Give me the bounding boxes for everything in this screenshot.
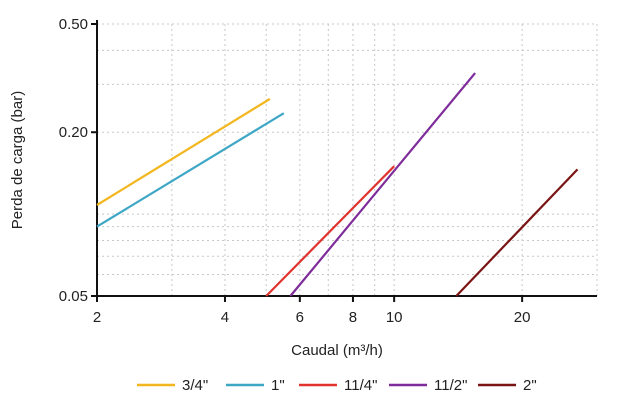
series-line xyxy=(96,98,271,206)
series-line xyxy=(455,168,579,297)
y-tick-label: 0.50 xyxy=(59,16,88,33)
legend-label: 3/4" xyxy=(182,377,208,394)
x-tick-label: 10 xyxy=(386,309,403,326)
series-line xyxy=(289,72,476,297)
series-line xyxy=(265,165,395,297)
y-tick-label: 0.05 xyxy=(59,288,88,305)
y-axis-title: Perda de carga (bar) xyxy=(9,91,26,229)
x-tick-label: 20 xyxy=(514,309,531,326)
x-tick-label: 2 xyxy=(93,309,101,326)
series-lines xyxy=(96,72,579,297)
legend-label: 11/4" xyxy=(344,377,377,394)
tick-labels: 2 4 6 8 10 20 0.05 0.20 0.50 xyxy=(59,16,531,326)
legend-label: 2" xyxy=(523,377,537,394)
x-axis-title: Caudal (m³/h) xyxy=(291,342,383,359)
axes xyxy=(91,20,597,302)
x-tick-label: 4 xyxy=(221,309,229,326)
legend: 3/4" 1" 11/4" 11/2" 2" xyxy=(137,377,537,394)
legend-label: 1" xyxy=(271,377,285,394)
y-tick-label: 0.20 xyxy=(59,124,88,141)
x-tick-label: 8 xyxy=(349,309,357,326)
series-line xyxy=(96,112,285,228)
legend-label: 11/2" xyxy=(434,377,467,394)
x-tick-label: 6 xyxy=(296,309,304,326)
